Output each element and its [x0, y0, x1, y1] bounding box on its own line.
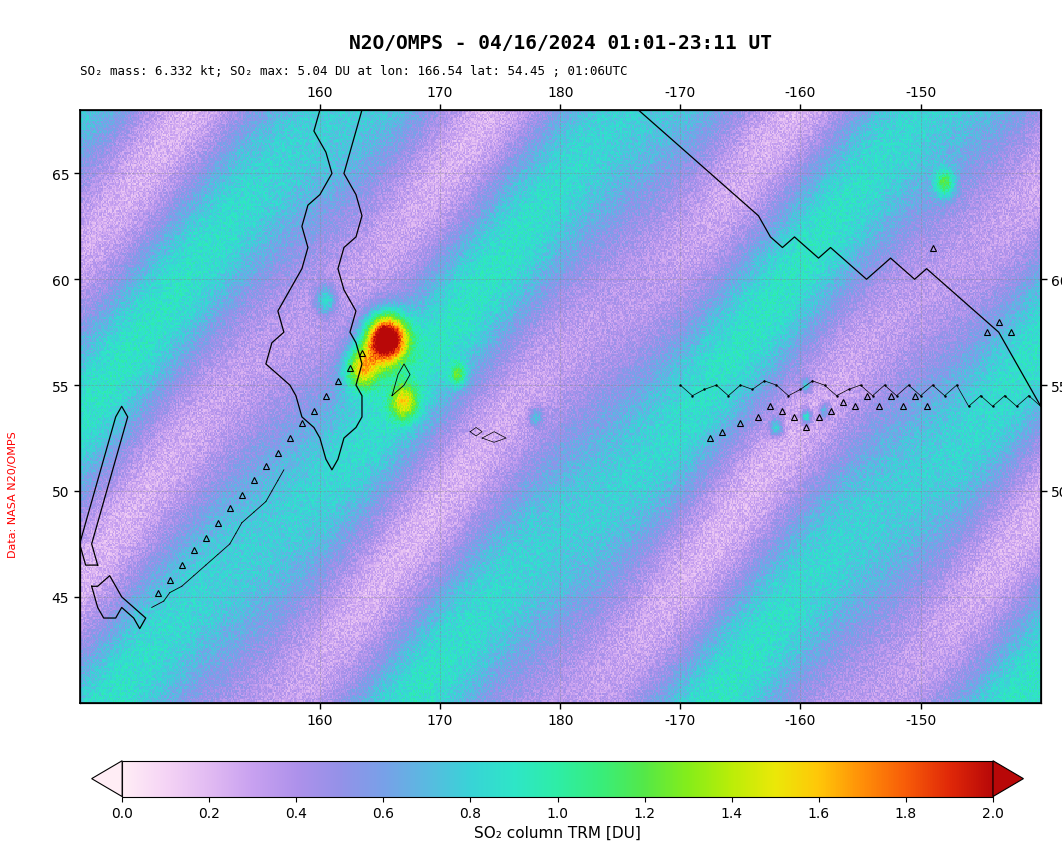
Polygon shape [91, 761, 122, 797]
Text: N2O/OMPS - 04/16/2024 01:01-23:11 UT: N2O/OMPS - 04/16/2024 01:01-23:11 UT [349, 34, 772, 53]
Text: SO₂ mass: 6.332 kt; SO₂ max: 5.04 DU at lon: 166.54 lat: 54.45 ; 01:06UTC: SO₂ mass: 6.332 kt; SO₂ max: 5.04 DU at … [80, 65, 628, 78]
Text: Data: NASA N20/OMPS: Data: NASA N20/OMPS [7, 431, 18, 557]
X-axis label: SO₂ column TRM [DU]: SO₂ column TRM [DU] [474, 825, 641, 839]
Polygon shape [993, 761, 1024, 797]
